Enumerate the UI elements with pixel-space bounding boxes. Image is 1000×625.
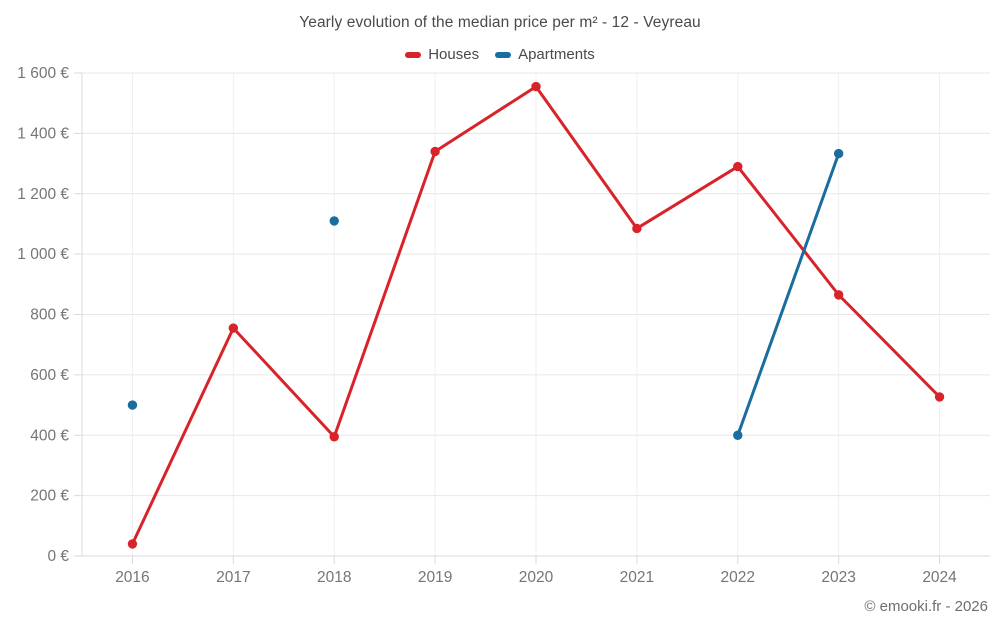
data-point-houses-2016[interactable] xyxy=(127,539,138,549)
data-point-apartments-2022[interactable] xyxy=(733,430,743,440)
x-tick-label: 2017 xyxy=(216,569,250,586)
data-point-houses-2023[interactable] xyxy=(833,290,844,300)
data-point-apartments-2023[interactable] xyxy=(833,148,844,159)
y-tick-label: 0 € xyxy=(47,548,69,565)
data-point-houses-2021[interactable] xyxy=(632,223,642,234)
x-tick-label: 2024 xyxy=(922,569,957,586)
x-tick-label: 2022 xyxy=(721,569,755,586)
data-point-houses-2017[interactable] xyxy=(228,323,239,333)
data-point-houses-2019[interactable] xyxy=(430,146,440,157)
chart-legend: Houses Apartments xyxy=(0,46,1000,63)
data-point-apartments-2016[interactable] xyxy=(127,400,138,410)
series-line-apartments xyxy=(736,152,841,437)
y-tick-label: 800 € xyxy=(30,307,69,324)
data-point-houses-2020[interactable] xyxy=(531,81,541,92)
data-point-houses-2018[interactable] xyxy=(329,432,339,442)
legend-label: Apartments xyxy=(518,46,595,63)
legend-item-apartments[interactable]: Apartments xyxy=(495,46,595,63)
y-tick-label: 200 € xyxy=(30,488,69,505)
data-point-houses-2024[interactable] xyxy=(934,392,945,402)
data-point-apartments-2018[interactable] xyxy=(329,216,339,226)
x-tick-label: 2018 xyxy=(317,569,351,586)
chart-title: Yearly evolution of the median price per… xyxy=(299,14,701,31)
legend-label: Houses xyxy=(428,46,480,63)
y-tick-label: 1 600 € xyxy=(17,65,69,82)
data-point-houses-2022[interactable] xyxy=(733,161,743,172)
legend-swatch-apartments xyxy=(495,51,512,58)
y-tick-label: 400 € xyxy=(30,427,69,444)
x-tick-label: 2021 xyxy=(620,569,654,586)
x-tick-label: 2019 xyxy=(418,569,452,586)
chart-footer-credit: © emooki.fr - 2026 xyxy=(864,598,988,615)
x-tick-label: 2023 xyxy=(821,569,855,586)
x-tick-label: 2016 xyxy=(115,569,149,586)
y-tick-label: 1 400 € xyxy=(17,125,69,142)
legend-swatch-houses xyxy=(405,51,422,58)
y-tick-label: 1 000 € xyxy=(17,246,69,263)
x-tick-label: 2020 xyxy=(519,569,554,586)
legend-item-houses[interactable]: Houses xyxy=(405,46,479,63)
y-tick-label: 600 € xyxy=(30,367,69,384)
y-tick-label: 1 200 € xyxy=(17,186,69,203)
